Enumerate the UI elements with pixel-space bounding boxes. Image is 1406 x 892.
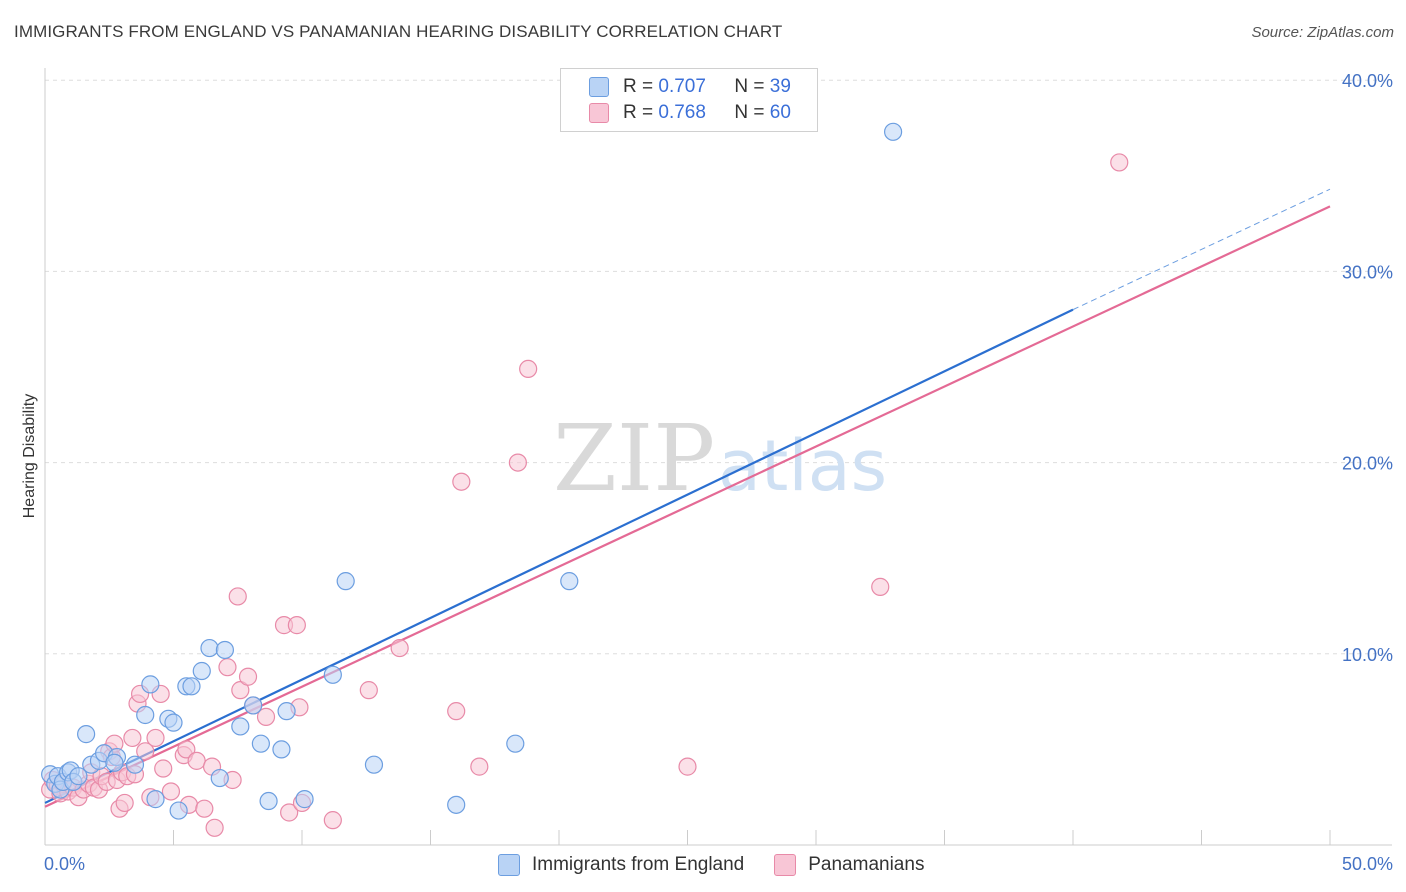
chart-title: IMMIGRANTS FROM ENGLAND VS PANAMANIAN HE… xyxy=(14,22,783,41)
panama-point xyxy=(508,453,527,472)
legend-item-england[interactable]: Immigrants from England xyxy=(498,854,744,876)
panama-point xyxy=(154,759,173,778)
panama-swatch xyxy=(774,854,797,876)
panama-point xyxy=(195,799,214,818)
england-point xyxy=(146,790,165,809)
panama-point xyxy=(447,702,466,721)
england-trend-extension xyxy=(1072,188,1331,311)
r-label: R = xyxy=(623,76,654,97)
stats-row-panama: R = 0.768 N = 60 xyxy=(589,101,791,125)
panama-point xyxy=(136,742,155,761)
england-point xyxy=(883,122,903,141)
y-tick-label: 30.0% xyxy=(1342,262,1393,282)
panama-point xyxy=(256,707,276,726)
england-point xyxy=(295,790,314,809)
panama-point xyxy=(359,681,378,700)
x-tick-labels: 0.0% 50.0% xyxy=(44,854,1393,874)
panama-point xyxy=(123,728,142,748)
n-label: N = xyxy=(734,102,765,123)
y-tick-label: 40.0% xyxy=(1342,71,1393,91)
panama-point xyxy=(161,782,181,801)
panama-point xyxy=(177,740,196,759)
england-point xyxy=(251,734,270,753)
england-point xyxy=(244,696,263,715)
england-point xyxy=(77,725,96,744)
england-point xyxy=(259,791,278,811)
y-tick-label: 20.0% xyxy=(1342,454,1393,474)
panama-swatch xyxy=(589,103,609,123)
y-axis-label: Hearing Disability xyxy=(21,394,38,519)
r-value: 0.768 xyxy=(658,102,706,123)
england-point xyxy=(272,740,291,759)
watermark-atlas: atlas xyxy=(718,425,887,507)
stats-row-england: R = 0.707 N = 39 xyxy=(589,75,791,99)
panama-point xyxy=(287,616,306,635)
panama-point xyxy=(238,667,258,686)
watermark-zip: ZIP xyxy=(553,405,715,512)
n-value: 39 xyxy=(769,76,791,97)
england-point xyxy=(182,677,201,696)
panama-point xyxy=(187,751,206,770)
data-points xyxy=(41,122,1129,837)
england-point xyxy=(169,801,188,820)
n-label: N = xyxy=(734,76,765,97)
england-point xyxy=(141,675,160,694)
england-point xyxy=(192,661,211,681)
panama-point xyxy=(205,818,224,837)
england-point xyxy=(323,665,342,684)
england-point xyxy=(506,734,525,753)
legend-item-panama[interactable]: Panamanians xyxy=(774,854,924,876)
panama-point xyxy=(280,803,299,822)
england-point xyxy=(560,572,579,591)
x-tick-label: 0.0% xyxy=(44,854,85,874)
stats-legend: R = 0.707 N = 39 R = 0.768 N = 60 xyxy=(560,68,818,132)
england-swatch xyxy=(589,77,609,97)
england-swatch xyxy=(498,854,520,876)
england-point xyxy=(200,638,219,658)
x-tick-label: 50.0% xyxy=(1342,854,1393,874)
panama-point xyxy=(678,757,697,776)
england-point xyxy=(210,768,229,788)
panama-point xyxy=(231,681,250,700)
panama-point xyxy=(519,359,538,379)
r-value: 0.707 xyxy=(658,76,706,97)
england-point xyxy=(277,702,296,721)
panama-point xyxy=(452,472,471,491)
panama-point xyxy=(218,658,237,677)
england-point xyxy=(136,705,155,725)
england-point xyxy=(364,755,384,774)
n-value: 60 xyxy=(769,102,791,123)
gridlines xyxy=(45,79,1392,655)
england-point xyxy=(69,767,88,786)
panama-point xyxy=(871,577,890,596)
england-point xyxy=(447,795,466,814)
england-point xyxy=(336,572,355,591)
series-legend: Immigrants from England Panamanians xyxy=(498,852,954,878)
england-trend-line xyxy=(44,308,1074,804)
y-tick-label: 10.0% xyxy=(1342,645,1393,665)
panama-point xyxy=(146,728,165,748)
england-point xyxy=(231,717,250,736)
panama-point xyxy=(115,793,134,813)
axes xyxy=(44,68,1392,846)
england-point xyxy=(164,713,183,732)
england-point xyxy=(105,753,124,772)
r-label: R = xyxy=(623,102,654,123)
panama-trend-line xyxy=(44,205,1331,808)
watermark: ZIP atlas xyxy=(553,405,887,512)
legend-label-england: Immigrants from England xyxy=(532,854,745,875)
england-point xyxy=(215,640,234,660)
panama-point xyxy=(323,811,342,830)
panama-point xyxy=(228,587,247,606)
panama-point xyxy=(1110,153,1129,172)
y-tick-labels: 10.0% 20.0% 30.0% 40.0% xyxy=(1342,71,1393,665)
panama-point xyxy=(390,638,409,658)
source-credit: Source: ZipAtlas.com xyxy=(1251,24,1394,41)
england-point xyxy=(125,755,145,774)
panama-point xyxy=(470,757,489,776)
legend-label-panama: Panamanians xyxy=(808,854,925,875)
